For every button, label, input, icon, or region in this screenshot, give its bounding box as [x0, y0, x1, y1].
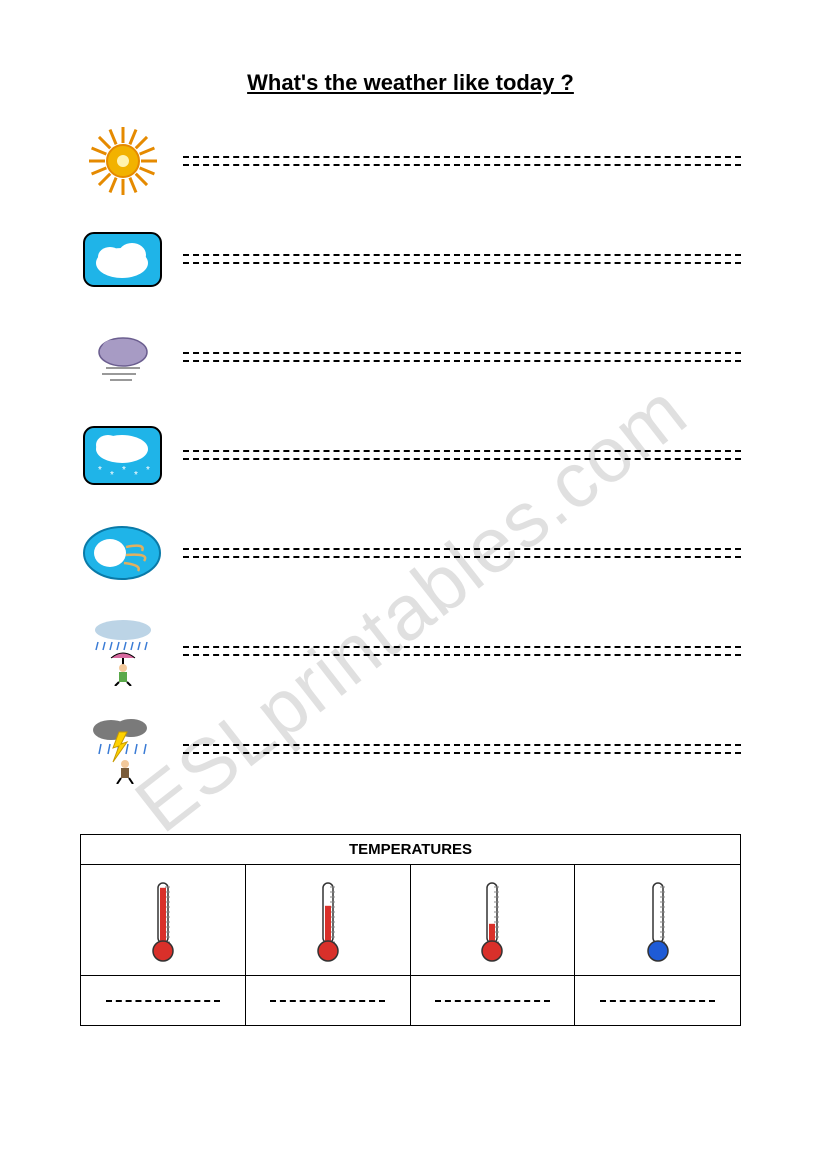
weather-row-snowy: * * * * *	[80, 420, 741, 490]
write-lines	[183, 450, 741, 460]
write-line[interactable]	[183, 450, 741, 452]
weather-row-rainy	[80, 616, 741, 686]
weather-row-cloudy	[80, 224, 741, 294]
write-line[interactable]	[270, 1000, 385, 1002]
sunny-icon	[80, 126, 165, 196]
write-line[interactable]	[183, 164, 741, 166]
write-line[interactable]	[183, 556, 741, 558]
write-line[interactable]	[183, 548, 741, 550]
write-line[interactable]	[183, 752, 741, 754]
svg-text:*: *	[122, 465, 126, 476]
weather-row-stormy	[80, 714, 741, 784]
thermometer-warm	[246, 865, 411, 975]
write-lines	[183, 352, 741, 362]
foggy-icon	[80, 322, 165, 392]
write-lines	[183, 744, 741, 754]
temperature-label-hot	[81, 975, 246, 1025]
write-lines	[183, 254, 741, 264]
weather-rows: * * * * *	[80, 126, 741, 784]
write-line[interactable]	[183, 646, 741, 648]
write-lines	[183, 548, 741, 558]
temperatures-header: TEMPERATURES	[81, 835, 740, 865]
write-line[interactable]	[600, 1000, 715, 1002]
weather-row-sunny	[80, 126, 741, 196]
temperature-label-cold	[575, 975, 740, 1025]
thermometer-cool	[411, 865, 576, 975]
svg-text:*: *	[110, 470, 114, 481]
svg-text:*: *	[146, 465, 150, 476]
write-line[interactable]	[183, 254, 741, 256]
snowy-icon: * * * * *	[80, 420, 165, 490]
write-line[interactable]	[183, 352, 741, 354]
write-line[interactable]	[183, 654, 741, 656]
write-line[interactable]	[183, 744, 741, 746]
thermometer-cold	[575, 865, 740, 975]
page-title: What's the weather like today ?	[80, 70, 741, 96]
weather-row-foggy	[80, 322, 741, 392]
write-lines	[183, 156, 741, 166]
rainy-icon	[80, 616, 165, 686]
write-lines	[183, 646, 741, 656]
stormy-icon	[80, 714, 165, 784]
svg-text:*: *	[134, 470, 138, 481]
cloudy-icon	[80, 224, 165, 294]
temperature-label-cool	[411, 975, 576, 1025]
svg-text:*: *	[98, 465, 102, 476]
thermometer-hot	[81, 865, 246, 975]
write-line[interactable]	[106, 1000, 221, 1002]
write-line[interactable]	[183, 262, 741, 264]
write-line[interactable]	[183, 156, 741, 158]
write-line[interactable]	[183, 360, 741, 362]
write-line[interactable]	[183, 458, 741, 460]
temperature-label-warm	[246, 975, 411, 1025]
weather-row-windy	[80, 518, 741, 588]
write-line[interactable]	[435, 1000, 550, 1002]
windy-icon	[80, 518, 165, 588]
temperatures-table: TEMPERATURES	[80, 834, 741, 1026]
